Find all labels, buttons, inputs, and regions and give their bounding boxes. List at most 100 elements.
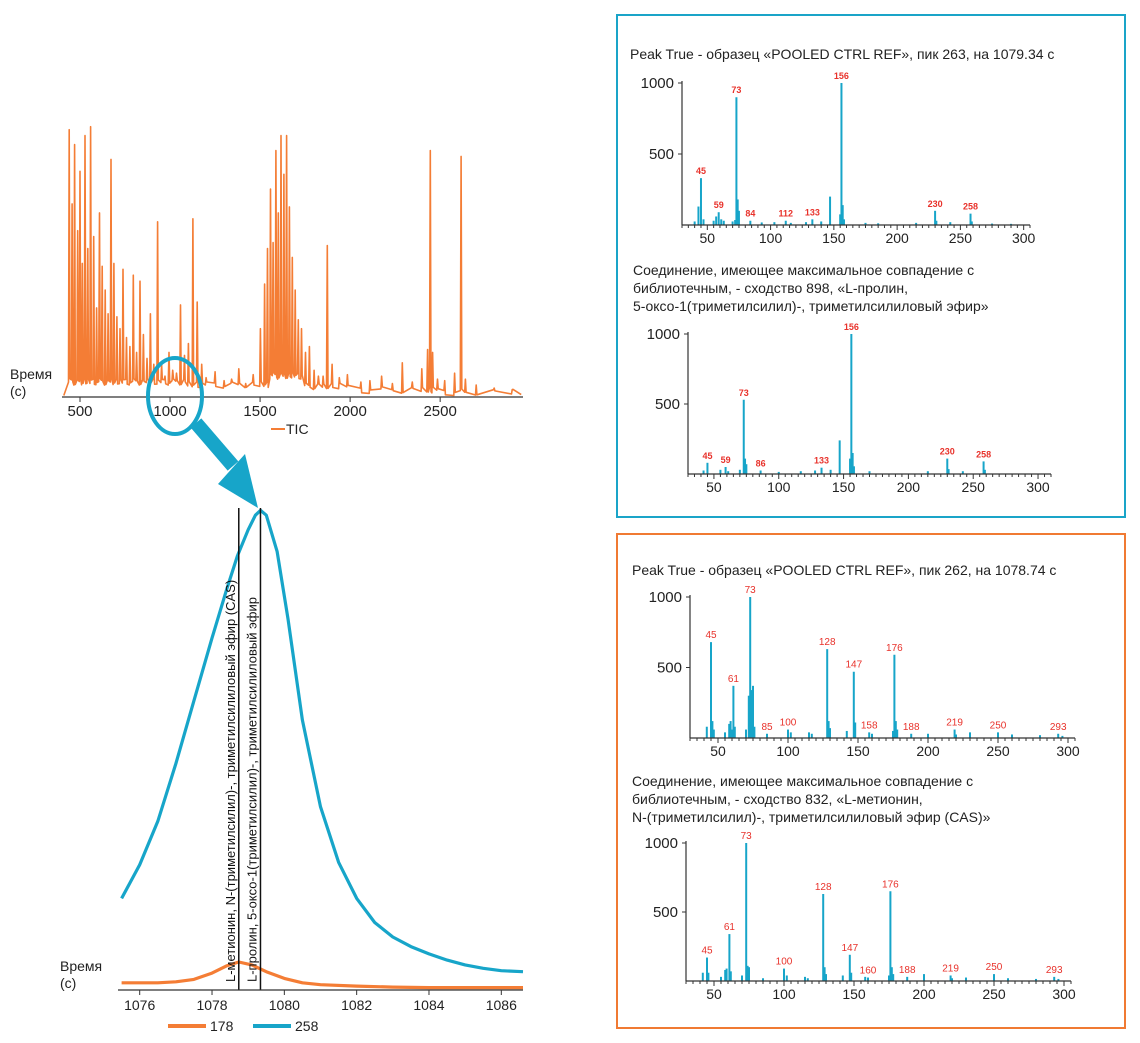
pt-sample-peak-label: 59: [714, 200, 724, 210]
pt-lib-y-tick-label: 500: [655, 396, 680, 413]
tic-x-tick-label: 500: [67, 403, 92, 420]
pb-lib-peak-label: 176: [882, 879, 899, 890]
pb-sample-peak-label: 188: [903, 722, 920, 733]
pb-sample-peak-label: 61: [728, 674, 740, 685]
pb-lib-peak-label: 293: [1046, 965, 1063, 976]
pb-lib-peak-label: 128: [815, 882, 832, 893]
eic-chromatogram: L-метионин, N-(триметилсилил)-, триметил…: [118, 508, 524, 1034]
pt-lib-peak-label: 133: [814, 456, 829, 466]
pt-lib-x-tick-label: 150: [832, 479, 856, 495]
pb-lib-x-tick-label: 200: [912, 986, 936, 1002]
pt-sample-x-tick-label: 150: [822, 230, 846, 246]
eic-compound-marker-label: L-метионин, N-(триметилсилил)-, триметил…: [223, 580, 238, 982]
pb-sample-peak-label: 293: [1050, 722, 1067, 733]
pb-lib-x-tick-label: 50: [706, 986, 722, 1002]
panel-bottom-description: Соединение, имеющее максимальное совпаде…: [632, 773, 991, 825]
tic-chromatogram: 500 1000 1500 2000 2500 TIC: [62, 125, 523, 437]
pt-sample-peak-label: 45: [696, 166, 706, 176]
pb-sample-y-tick-label: 1000: [649, 589, 682, 606]
pb-lib-peak-label: 188: [899, 965, 916, 976]
pt-lib-x-tick-label: 250: [962, 479, 986, 495]
pb-lib-x-tick-label: 300: [1052, 986, 1076, 1002]
eic-legend-label-178: 178: [210, 1018, 234, 1034]
eic-x-tick-label: 1076: [124, 997, 155, 1013]
pb-lib-x-tick-label: 150: [842, 986, 866, 1002]
pt-sample-peak-label: 84: [745, 209, 755, 219]
eic-x-tick-label: 1080: [269, 997, 300, 1013]
pb-lib-y-tick-label: 500: [653, 904, 678, 921]
pb-sample-x-tick-label: 200: [916, 743, 940, 759]
pb-sample-peak-label: 176: [886, 643, 903, 654]
pt-lib-x-tick-label: 200: [897, 479, 921, 495]
zoom-indicator: [146, 356, 258, 508]
pt-sample-peak-label: 230: [928, 199, 943, 209]
pt-sample-peak-label: 133: [805, 207, 820, 217]
pt-sample-x-tick-label: 250: [949, 230, 973, 246]
pb-lib-peak-label: 250: [986, 962, 1003, 973]
pt-sample-peak-label: 73: [731, 85, 741, 95]
zoom-arrow-shaft: [190, 418, 239, 471]
pt-lib-peak-label: 258: [976, 449, 991, 459]
pt-sample-x-tick-label: 300: [1012, 230, 1036, 246]
pb-lib-peak-label: 160: [860, 966, 877, 977]
panel-top-description: Соединение, имеющее максимальное совпаде…: [633, 262, 989, 314]
panel-bottom-library-spectrum: 50 100 150 200 250 300 500 1000 45 61 73 100 128 147 1…: [645, 831, 1076, 1002]
pb-sample-x-tick-label: 250: [986, 743, 1010, 759]
pb-sample-peak-label: 219: [946, 718, 963, 729]
pb-lib-x-tick-label: 250: [982, 986, 1006, 1002]
pt-lib-x-tick-label: 100: [767, 479, 791, 495]
eic-x-tick-label: 1084: [413, 997, 444, 1013]
pb-lib-peak-label: 147: [841, 943, 858, 954]
pt-sample-x-tick-label: 50: [700, 230, 716, 246]
eic-x-tick-label: 1078: [196, 997, 227, 1013]
eic-compound-marker-label: L-пролин, 5-оксо-1(триметилсилил)-, трим…: [244, 597, 259, 982]
pt-lib-x-tick-label: 50: [706, 479, 722, 495]
pb-sample-peak-label: 45: [705, 630, 717, 641]
pt-lib-peak-label: 86: [756, 459, 766, 469]
pb-sample-peak-label: 147: [845, 660, 862, 671]
eic-x-tick-label: 1086: [486, 997, 517, 1013]
pt-lib-peak-label: 45: [702, 451, 712, 461]
pt-lib-peak-label: 59: [721, 455, 731, 465]
pt-lib-x-tick-label: 300: [1026, 479, 1050, 495]
pt-sample-y-tick-label: 1000: [641, 75, 674, 92]
pt-sample-peak-label: 156: [834, 71, 849, 81]
tic-x-tick-label: 1000: [153, 403, 186, 420]
tic-time-label: Время (с): [10, 366, 53, 399]
pb-sample-y-tick-label: 500: [657, 660, 682, 677]
pb-sample-x-tick-label: 50: [710, 743, 726, 759]
pt-sample-x-tick-label: 100: [759, 230, 783, 246]
pb-lib-peak-label: 100: [776, 957, 793, 968]
pt-sample-x-tick-label: 200: [885, 230, 909, 246]
pt-sample-peak-label: 112: [779, 209, 794, 219]
pt-sample-y-tick-label: 500: [649, 146, 674, 163]
pb-sample-x-tick-label: 150: [846, 743, 870, 759]
pb-lib-peak-label: 45: [701, 946, 713, 957]
pb-sample-peak-label: 158: [861, 720, 878, 731]
spectrum-panel-peak-262: Peak True - образец «POOLED CTRL REF», п…: [616, 533, 1126, 1029]
eic-series-258-line: [120, 508, 524, 974]
pb-sample-peak-label: 250: [990, 720, 1007, 731]
tic-x-tick-label: 2000: [333, 403, 366, 420]
pb-sample-peak-label: 73: [745, 585, 757, 596]
pb-sample-peak-label: 128: [819, 637, 836, 648]
pb-lib-peak-label: 61: [724, 922, 736, 933]
panel-top-sample-spectrum: 50 100 150 200 250 300 500 1000 45 59 73 84 112 133 15…: [641, 71, 1036, 246]
tic-legend-label: TIC: [286, 421, 309, 437]
spectrum-panel-peak-263: Peak True - образец «POOLED CTRL REF», п…: [616, 14, 1126, 518]
pt-lib-peak-label: 73: [739, 388, 749, 398]
pb-sample-peak-label: 100: [780, 718, 797, 729]
panel-top-title: Peak True - образец «POOLED CTRL REF», п…: [630, 46, 1055, 62]
pb-sample-x-tick-label: 100: [776, 743, 800, 759]
pb-sample-peak-label: 85: [761, 722, 773, 733]
eic-time-label: Время (с): [60, 958, 103, 991]
panel-bottom-title: Peak True - образец «POOLED CTRL REF», п…: [632, 562, 1057, 578]
eic-x-tick-label: 1082: [341, 997, 372, 1013]
pt-sample-peak-label: 258: [963, 202, 978, 212]
eic-legend-label-258: 258: [295, 1018, 319, 1034]
pt-lib-y-tick-label: 1000: [647, 326, 680, 343]
zoom-arrow-head: [218, 454, 258, 508]
pt-lib-peak-label: 230: [940, 447, 955, 457]
panel-top-library-spectrum: 50 100 150 200 250 300 500 1000 45 59 73 86 133 156 23…: [647, 322, 1052, 495]
